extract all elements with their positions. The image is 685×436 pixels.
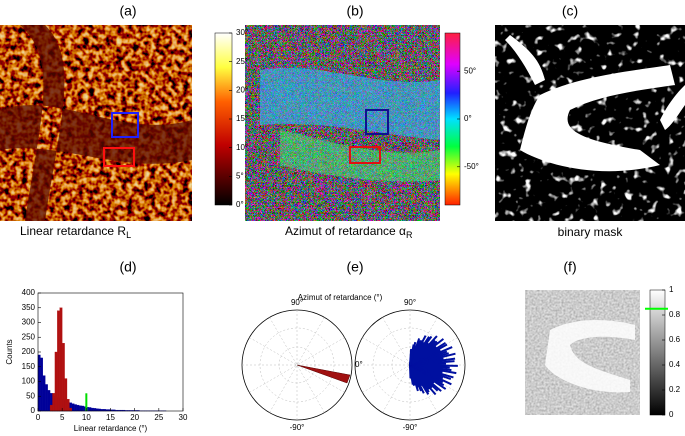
x-tick-label: 25	[154, 413, 163, 422]
y-tick-label: 0	[31, 406, 36, 415]
y-tick-label: 400	[22, 288, 36, 297]
x-tick-label: 5	[60, 413, 65, 422]
colorbar-tick-label: 10°	[236, 143, 248, 152]
panel-label: (c)	[562, 3, 578, 19]
caption: binary mask	[558, 225, 624, 239]
y-tick-label: 150	[22, 362, 36, 371]
hist-bar	[95, 408, 99, 412]
hist-bar	[78, 405, 82, 412]
x-tick-label: 20	[130, 413, 139, 422]
panel-label: (a)	[119, 3, 136, 19]
hist-bar	[71, 403, 75, 412]
colorbar-tick-label: 0.6	[669, 335, 681, 344]
hist-bar	[76, 404, 80, 412]
colorbar	[649, 289, 666, 416]
colorbar-tick-label: 0.8	[669, 310, 681, 319]
caption-sub: R	[406, 230, 413, 240]
polar-label: -90°	[290, 423, 305, 432]
polar-rose	[409, 348, 413, 366]
panel-label: (d)	[119, 259, 136, 275]
hist-bar	[91, 407, 94, 412]
hist-bar	[47, 390, 51, 412]
hist-bar	[37, 354, 41, 412]
panel-label: (f)	[563, 259, 576, 275]
tissue-band	[280, 130, 440, 182]
histogram: 0 50 100 150 200 250 300 350 400 0 5 10 15 20 25 30 Line…	[5, 288, 188, 433]
hist-bar	[69, 407, 72, 412]
hist-bar	[81, 405, 85, 412]
mask-region	[505, 35, 685, 130]
polar-wedge	[296, 364, 351, 384]
colorbar-tick-label: 30°	[236, 28, 248, 37]
caption-text: Azimut of retardance α	[285, 224, 406, 238]
polar-plots	[241, 309, 466, 421]
hist-bar	[88, 407, 92, 412]
hist-bar	[57, 310, 60, 412]
colorbar-tick-label: -50°	[464, 162, 479, 171]
hist-bar	[98, 408, 101, 412]
caption-text: Linear retardance R	[20, 224, 126, 238]
hist-bar	[42, 375, 46, 412]
caption: Linear retardance RL	[20, 224, 131, 240]
y-tick-label: 300	[22, 318, 36, 327]
roi-red	[103, 147, 135, 167]
y-tick-label: 350	[22, 303, 36, 312]
hist-bar	[74, 404, 77, 412]
tissue-band	[0, 25, 192, 221]
colorbar-tick-label: 20°	[236, 85, 248, 94]
y-axis-label: Counts	[5, 339, 14, 364]
polar-label: 90°	[404, 298, 416, 307]
x-tick-label: 15	[106, 413, 115, 422]
polar-label: 0°	[355, 360, 363, 369]
colorbar-tick-label: 0°	[236, 200, 244, 209]
mask-region	[520, 65, 675, 172]
x-tick-label: 30	[179, 413, 188, 422]
hist-bar	[45, 384, 48, 412]
y-tick-label: 200	[22, 347, 36, 356]
caption: Azimut of retardance αR	[285, 224, 413, 240]
colorbar-tick-label: 1	[669, 285, 674, 294]
colorbar-tick-label: 25°	[236, 57, 248, 66]
roi-blue	[111, 112, 139, 138]
gray-image	[525, 290, 640, 415]
colorbar-tick-label: 50°	[464, 66, 476, 75]
hist-bar	[62, 342, 65, 412]
caption-sub: L	[126, 230, 131, 240]
panel-label: (e)	[346, 259, 363, 275]
x-tick-label: 10	[82, 413, 91, 422]
hist-bar	[40, 357, 43, 412]
colorbar-tick-label: 0.4	[669, 360, 681, 369]
x-axis-label: Linear retardance (°)	[74, 424, 148, 433]
hist-bar	[66, 399, 70, 412]
colorbar-tick-label: 0	[669, 410, 674, 419]
y-tick-label: 100	[22, 377, 36, 386]
hist-bar	[59, 307, 63, 412]
hist-bar	[64, 378, 68, 412]
polar-title: Azimut of retardance (°)	[298, 293, 383, 302]
hist-bar	[52, 393, 56, 412]
colorbar-tick-label: 15°	[236, 114, 248, 123]
polar-label: 90°	[291, 298, 303, 307]
colorbar-tick-label: 0°	[464, 114, 472, 123]
roi-red	[349, 146, 381, 164]
y-tick-label: 50	[26, 391, 35, 400]
bright-region	[545, 320, 635, 393]
polar-label: -90°	[403, 423, 418, 432]
colorbar-tick-label: 5°	[236, 171, 244, 180]
x-tick-label: 0	[36, 413, 41, 422]
tissue-band	[260, 67, 440, 140]
y-tick-label: 250	[22, 332, 36, 341]
colorbar-tick-label: 0.2	[669, 385, 681, 394]
hist-bar	[49, 404, 53, 412]
hist-bar	[54, 351, 58, 412]
hist-bar	[93, 408, 97, 412]
panel-label: (b)	[346, 3, 363, 19]
roi-blue	[365, 109, 389, 135]
